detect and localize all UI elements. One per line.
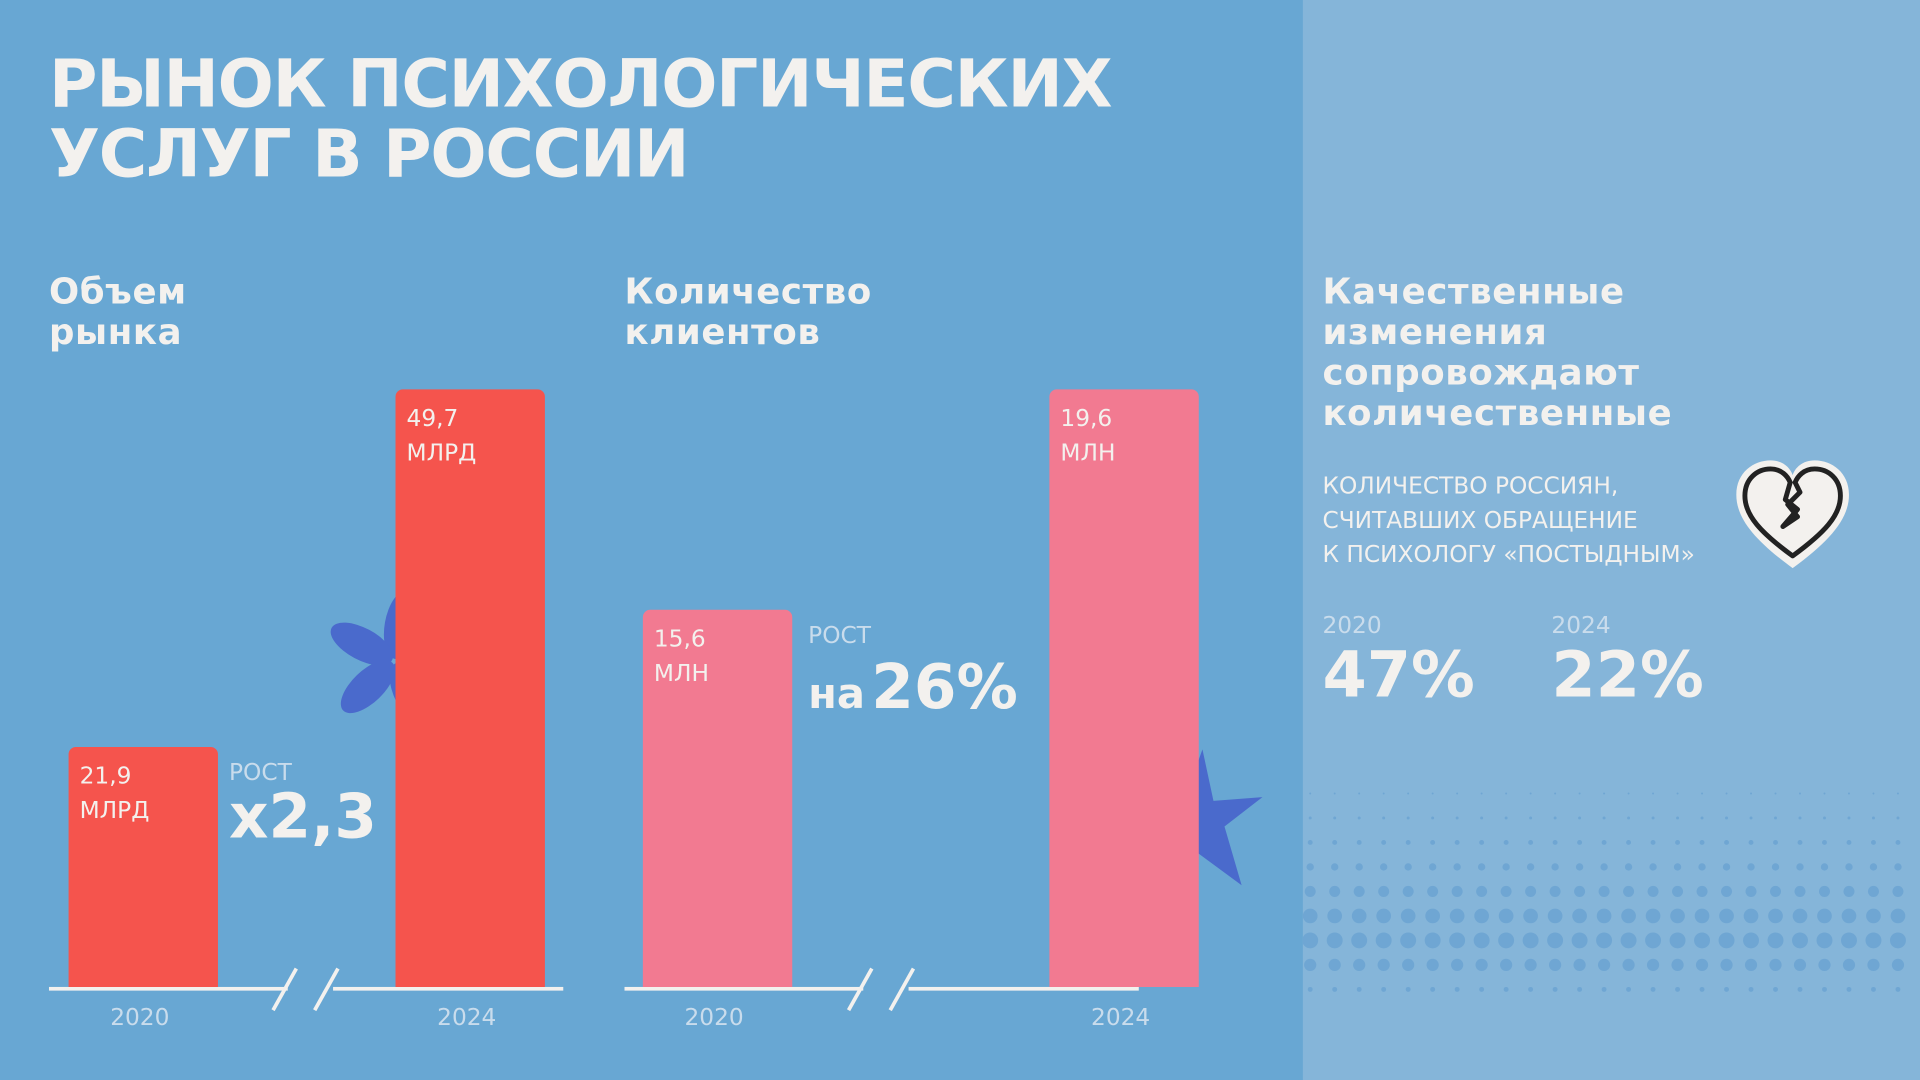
axis-line	[48, 986, 288, 991]
heading-line: Количество	[624, 270, 872, 313]
halftone-pattern	[1302, 792, 1906, 992]
quality-subtitle: КОЛИЧЕСТВО РОССИЯН, СЧИТАВШИХ ОБРАЩЕНИЕ …	[1322, 469, 1694, 572]
subtitle-line: КОЛИЧЕСТВО РОССИЯН,	[1322, 472, 1619, 500]
bar-2024: 19,6 МЛН	[1049, 389, 1199, 987]
market-growth: РОСТ x2,3	[229, 759, 377, 852]
broken-heart-icon	[1736, 460, 1849, 569]
title-line-2: УСЛУГ В РОССИИ	[48, 115, 689, 193]
heading-line: рынка	[48, 311, 183, 353]
growth-prefix: на	[808, 669, 866, 719]
stat-2024: 2024 22%	[1551, 612, 1703, 712]
axis-line	[908, 986, 1139, 991]
stat-year: 2020	[1322, 612, 1382, 640]
heading-line: сопровождают	[1322, 351, 1640, 394]
growth-label: РОСТ	[808, 622, 871, 649]
tick-label-2020: 2020	[110, 1004, 170, 1032]
subtitle-line: К ПСИХОЛОГУ «ПОСТЫДНЫМ»	[1322, 541, 1695, 569]
data-label: 49,7 МЛРД	[406, 405, 477, 467]
bar-2020: 15,6 МЛН	[642, 609, 793, 987]
axis-break-icon	[271, 967, 340, 1012]
title-line-1: РЫНОК ПСИХОЛОГИЧЕСКИХ	[48, 45, 1113, 123]
heading-line: клиентов	[624, 311, 821, 353]
growth-label: РОСТ	[228, 759, 292, 787]
axis-break-icon	[846, 967, 916, 1012]
bar-2024: 49,7 МЛРД	[395, 389, 545, 987]
market-heading: Объем рынка	[48, 270, 187, 353]
stat-value: 22%	[1551, 639, 1704, 713]
stat-year: 2024	[1551, 612, 1611, 640]
heading-line: изменения	[1322, 311, 1548, 353]
subtitle-line: СЧИТАВШИХ ОБРАЩЕНИЕ	[1322, 506, 1638, 534]
stat-2020: 2020 47%	[1322, 612, 1474, 712]
growth-value: x2,3	[228, 781, 377, 853]
bar-2020: 21,9 МЛРД	[68, 746, 218, 987]
clients-growth: РОСТ на 26%	[808, 622, 1018, 722]
tick-label-2024: 2024	[1091, 1004, 1151, 1032]
page-title: РЫНОК ПСИХОЛОГИЧЕСКИХ УСЛУГ В РОССИИ	[48, 45, 1113, 193]
heading-line: количественные	[1322, 391, 1673, 434]
quality-heading: Качественные изменения сопровождают коли…	[1322, 270, 1673, 434]
clients-heading: Количество клиентов	[624, 270, 872, 353]
data-label: 21,9 МЛРД	[79, 762, 150, 825]
growth-value: 26%	[871, 651, 1018, 723]
tick-label-2024: 2024	[437, 1004, 497, 1032]
stat-value: 47%	[1322, 639, 1475, 713]
data-label: 15,6 МЛН	[653, 625, 709, 687]
heading-line: Объем	[48, 270, 187, 313]
axis-line	[333, 986, 564, 991]
heading-line: Качественные	[1322, 270, 1625, 313]
data-label: 19,6 МЛН	[1060, 405, 1116, 467]
axis-line	[624, 986, 864, 991]
tick-label-2020: 2020	[684, 1004, 744, 1032]
